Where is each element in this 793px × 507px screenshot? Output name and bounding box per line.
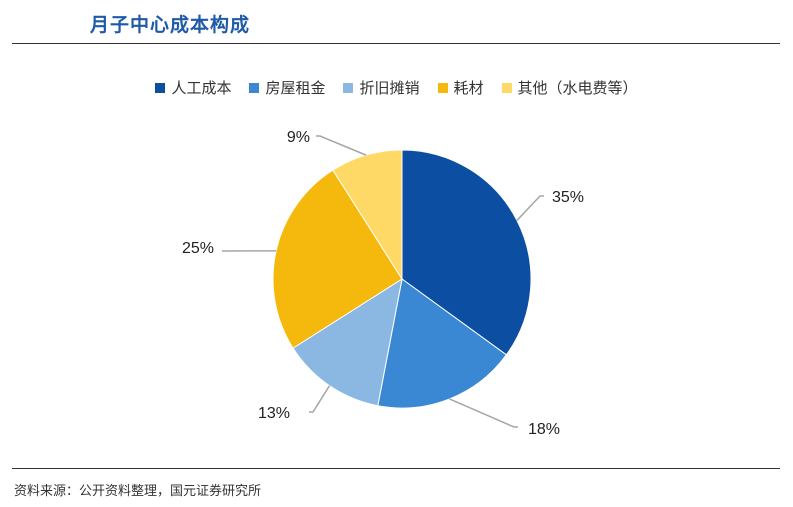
legend-label: 折旧摊销 (359, 79, 420, 97)
bottom-divider (12, 468, 780, 469)
legend-item-labor: 人工成本 (155, 77, 231, 98)
legend-swatch (501, 82, 512, 93)
data-label: 35% (552, 189, 584, 206)
legend-label: 人工成本 (171, 79, 232, 97)
pie-slice (377, 278, 508, 409)
legend-swatch (155, 82, 166, 93)
data-label: 18% (528, 421, 560, 438)
data-label: 13% (258, 405, 290, 422)
leader-line (449, 398, 518, 428)
top-divider (12, 43, 780, 44)
legend-item-rent: 房屋租金 (249, 77, 325, 98)
data-label: 9% (287, 129, 310, 146)
legend-swatch (249, 82, 260, 93)
legend-label: 房屋租金 (265, 79, 326, 97)
legend-swatch (343, 82, 354, 93)
leader-line (316, 135, 367, 156)
chart-title: 月子中心成本构成 (90, 14, 251, 36)
source-note: 资料来源：公开资料整理，国元证券研究所 (14, 484, 262, 499)
legend-item-consumables: 耗材 (437, 77, 484, 98)
legend-item-depreciation: 折旧摊销 (343, 77, 420, 98)
pie-slice (401, 149, 532, 356)
legend-item-other: 其他（水电费等） (501, 77, 638, 98)
leader-line (516, 195, 544, 221)
data-label: 25% (182, 240, 214, 257)
legend-swatch (437, 82, 448, 93)
legend-label: 其他（水电费等） (517, 79, 638, 97)
legend-label: 耗材 (453, 79, 484, 97)
leader-line (309, 385, 331, 413)
pie-slice (292, 277, 403, 407)
legend: 人工成本 房屋租金 折旧摊销 耗材 其他（水电费等） (0, 77, 793, 98)
